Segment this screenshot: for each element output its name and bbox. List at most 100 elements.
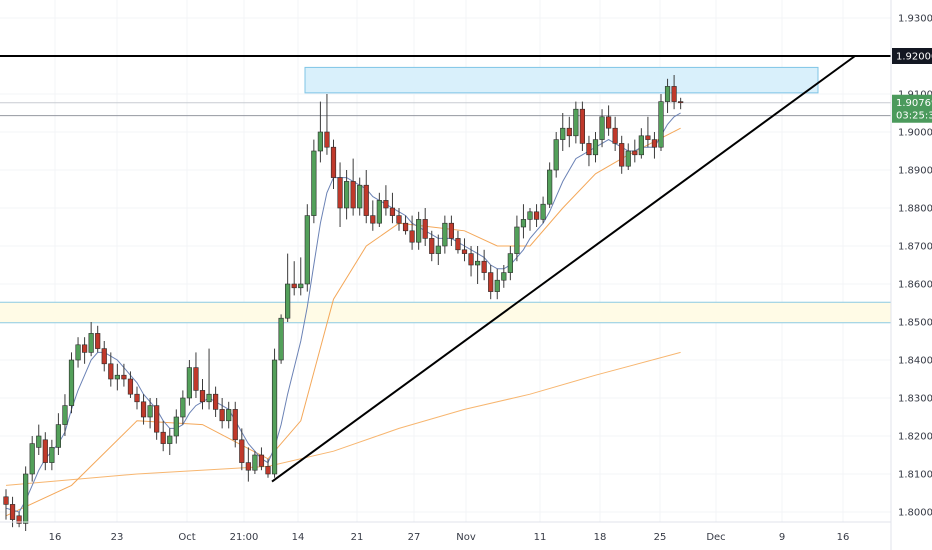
candle-body-up (278, 317, 284, 361)
ma-fast-line (5, 112, 681, 513)
y-tick-label: 1.87000 (898, 242, 932, 253)
x-tick-label: 23 (111, 532, 124, 543)
candle-body-up (474, 260, 481, 266)
candle-body-down (258, 454, 265, 467)
candle (42, 432, 48, 471)
candle-body-down (671, 86, 677, 102)
candle-body-up (75, 344, 81, 361)
candle (474, 246, 481, 284)
candle (678, 97, 684, 110)
y-tick-label: 1.93000 (898, 14, 932, 25)
candle-body-down (193, 367, 199, 391)
candle (619, 135, 625, 174)
candle-body-down (154, 405, 160, 433)
candle (324, 94, 330, 155)
candle-body-up (638, 135, 644, 156)
candle-body-down (140, 401, 147, 418)
x-tick-label: Oct (178, 532, 195, 543)
candle (304, 204, 310, 292)
candle-body-up (147, 405, 153, 418)
candle-body-down (619, 143, 625, 167)
candle-body-down (533, 211, 540, 220)
candle-body-down (579, 108, 585, 144)
candle (429, 230, 435, 262)
candle (265, 458, 271, 478)
candle-body-down (324, 131, 330, 148)
x-tick-label: 25 (654, 532, 667, 543)
candle-body-down (95, 333, 101, 349)
candle (232, 401, 238, 448)
candle-body-up (114, 374, 120, 380)
y-tick-label: 1.83000 (898, 394, 932, 405)
x-tick-label: 16 (49, 532, 62, 543)
candle (343, 170, 350, 220)
candle (632, 139, 638, 163)
x-tick-label: Dec (706, 532, 725, 543)
candle (507, 246, 513, 281)
candle (147, 398, 153, 429)
candle-body-up (68, 359, 75, 406)
y-tick-label: 1.85000 (898, 318, 932, 329)
candle-body-down (350, 181, 356, 209)
candle-body-up (527, 211, 533, 220)
candle (154, 398, 160, 440)
candle (219, 398, 225, 429)
candle-body-up (514, 226, 520, 254)
candle (167, 428, 173, 455)
bar-countdown-label: 03:25:36 (896, 111, 932, 122)
candle (579, 101, 585, 151)
candle (239, 428, 245, 471)
candle-body-up (49, 447, 55, 463)
resistance-price-badge (892, 48, 932, 64)
y-tick-label: 1.86000 (898, 280, 932, 291)
candle-body-down (488, 272, 494, 292)
support-band (0, 302, 891, 323)
candle-body-down (645, 135, 651, 140)
candle (389, 192, 396, 224)
candle-body-up (62, 405, 68, 425)
candle-body-down (199, 390, 206, 403)
candle (586, 135, 592, 167)
candle-body-down (363, 184, 369, 216)
candle (651, 132, 658, 159)
x-tick-label: 14 (292, 532, 305, 543)
candle-body-down (134, 393, 140, 403)
candle-body-down (232, 409, 238, 441)
candle (645, 116, 651, 148)
time-axis[interactable]: 16 23 Oct 21:00 14 21 27 Nov 11 18 25 Dec 9 16 (49, 532, 850, 543)
candle-body-up (540, 203, 546, 220)
candle (612, 116, 618, 151)
candle (573, 101, 579, 144)
candle (409, 215, 415, 250)
candle (298, 257, 304, 296)
candle (435, 234, 441, 265)
candle-body-up (553, 139, 559, 171)
candle-body-down (383, 200, 389, 209)
candle (560, 113, 566, 151)
candle-body-up (573, 108, 579, 137)
candle (226, 401, 232, 429)
y-tick-label: 1.90000 (898, 128, 932, 139)
candle (29, 436, 35, 482)
candle (16, 512, 22, 528)
candle (494, 268, 500, 300)
candle-body-down (16, 515, 22, 524)
y-tick-label: 1.81000 (898, 470, 932, 481)
candle-body-up (625, 150, 631, 167)
candle-body-down (422, 219, 428, 239)
trendline-layer[interactable] (271, 55, 856, 483)
candle-body-down (291, 283, 297, 289)
x-tick-label: 27 (408, 532, 421, 543)
last-price-label: 1.90769 (896, 98, 932, 109)
last-price-badge (892, 94, 932, 123)
candle (481, 249, 487, 281)
candle-body-up (252, 454, 258, 471)
candle (416, 211, 422, 250)
candle-body-down (586, 143, 592, 156)
candle (350, 158, 356, 216)
ascending-trendline[interactable] (271, 55, 856, 483)
candle (88, 322, 94, 357)
candle (108, 352, 114, 387)
candle-body-up (88, 333, 94, 353)
